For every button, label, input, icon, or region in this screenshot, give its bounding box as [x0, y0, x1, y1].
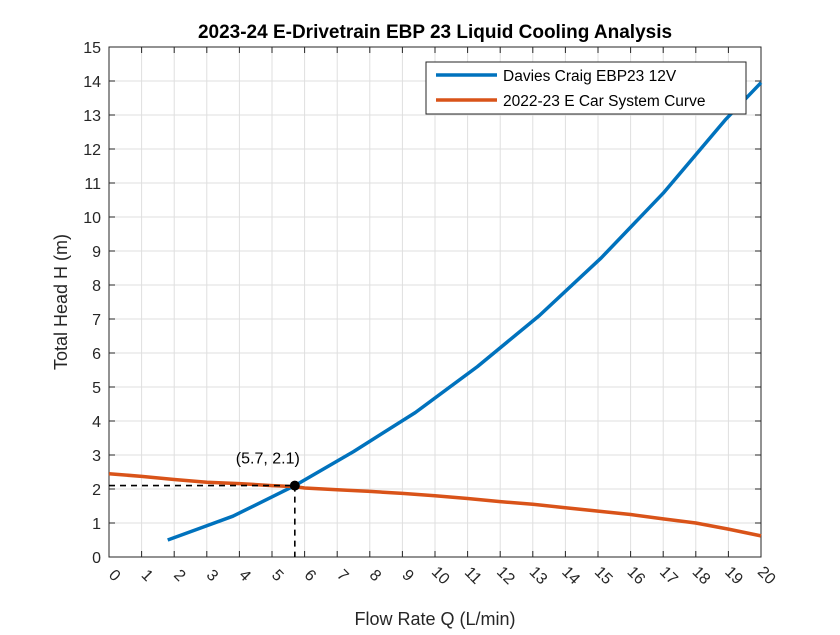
- y-tick-label: 9: [92, 244, 101, 261]
- series-lines: [108, 81, 763, 542]
- y-tick-label: 11: [84, 176, 101, 193]
- y-tick-label: 1: [92, 516, 101, 533]
- series-line-1: [108, 471, 762, 538]
- y-tick-label: 14: [83, 74, 101, 91]
- y-tick-label: 12: [83, 142, 101, 159]
- y-tick-label: 15: [83, 40, 101, 57]
- y-tick-label: 3: [92, 448, 101, 465]
- y-tick-label: 13: [83, 108, 101, 125]
- y-axis-label: Total Head H (m): [51, 234, 71, 370]
- operating-point-annotation: (5.7, 2.1): [109, 451, 300, 557]
- grid: [108, 46, 762, 558]
- legend-label-system-curve: 2022-23 E Car System Curve: [503, 93, 705, 110]
- x-axis-label: Flow Rate Q (L/min): [354, 609, 515, 629]
- operating-point-label: (5.7, 2.1): [236, 451, 300, 468]
- y-tick-label: 7: [92, 312, 101, 329]
- legend-box: [425, 61, 747, 115]
- y-tick-label: 6: [92, 346, 101, 363]
- chart-title: 2023-24 E-Drivetrain EBP 23 Liquid Cooli…: [198, 22, 672, 43]
- y-tick-label: 5: [92, 380, 101, 397]
- y-tick-label: 4: [92, 414, 101, 431]
- operating-point-marker: [289, 480, 300, 491]
- legend-label-pump: Davies Craig EBP23 12V: [503, 68, 677, 85]
- y-tick-label: 0: [92, 550, 101, 567]
- y-tick-label: 8: [92, 278, 101, 295]
- y-tick-label: 10: [83, 210, 101, 227]
- series-line-0: [167, 81, 763, 542]
- legend: Davies Craig EBP23 12V 2022-23 E Car Sys…: [425, 61, 747, 115]
- y-tick-label: 2: [92, 482, 101, 499]
